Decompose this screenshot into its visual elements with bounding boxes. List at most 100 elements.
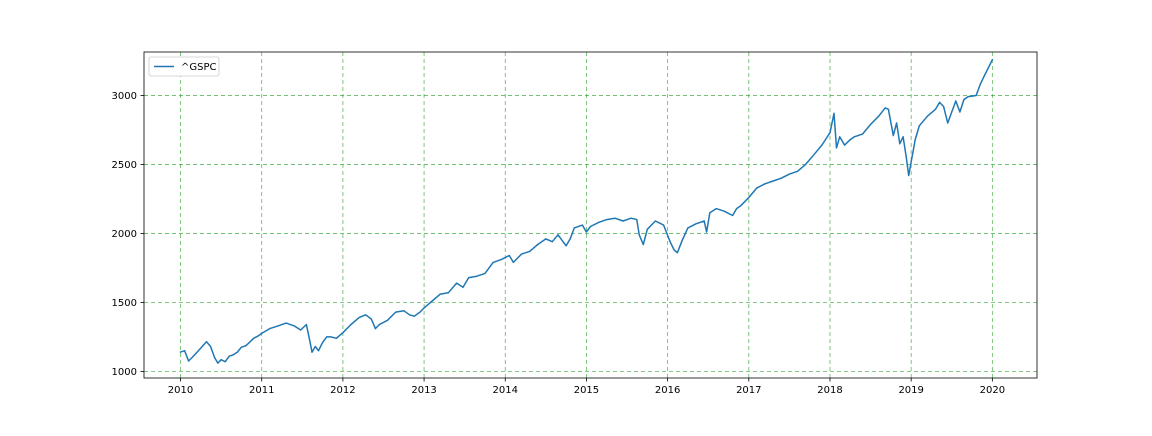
data-point — [839, 136, 841, 138]
data-point — [681, 239, 683, 241]
data-point — [335, 337, 337, 339]
data-point — [723, 210, 726, 212]
data-point — [788, 173, 791, 175]
data-point — [512, 261, 515, 263]
data-point — [403, 310, 405, 312]
data-point — [780, 177, 782, 179]
data-point — [638, 234, 640, 236]
data-point — [569, 238, 571, 240]
data-point — [462, 286, 464, 288]
data-point — [374, 328, 376, 330]
data-point — [184, 350, 186, 352]
data-point — [926, 115, 929, 117]
data-point — [476, 275, 478, 277]
data-point — [277, 325, 279, 327]
legend-box — [148, 56, 220, 77]
data-point — [322, 341, 324, 343]
data-point — [413, 315, 415, 317]
data-point — [228, 355, 230, 357]
x-tick-label: 2020 — [980, 385, 1005, 396]
data-point — [244, 345, 247, 347]
data-point — [740, 205, 742, 207]
data-point — [551, 241, 553, 243]
data-point — [395, 311, 397, 313]
y-tick-label: 1500 — [112, 298, 137, 309]
data-point — [896, 122, 898, 124]
data-point — [370, 318, 372, 320]
y-tick-label: 2500 — [112, 160, 137, 171]
data-point — [581, 224, 584, 226]
data-point — [300, 329, 302, 331]
data-point — [358, 317, 360, 319]
data-point — [833, 112, 835, 114]
data-point — [386, 319, 389, 321]
data-point — [179, 351, 182, 353]
data-point — [419, 311, 421, 313]
data-point — [914, 139, 916, 141]
data-point — [844, 144, 846, 146]
data-point — [853, 136, 855, 138]
data-point — [585, 231, 588, 233]
data-point — [456, 282, 458, 284]
data-point — [261, 332, 263, 334]
data-point — [902, 136, 904, 138]
data-point — [606, 219, 608, 221]
data-point — [305, 323, 307, 326]
data-point — [378, 323, 380, 326]
data-point — [706, 231, 708, 233]
data-point — [192, 356, 194, 358]
data-point — [703, 220, 705, 222]
data-point — [439, 293, 441, 295]
data-point — [975, 94, 977, 97]
data-point — [849, 139, 851, 141]
data-point — [317, 350, 320, 352]
data-point — [257, 335, 259, 337]
data-point — [829, 132, 831, 134]
data-point — [764, 183, 766, 185]
y-tick-label: 1000 — [112, 367, 137, 378]
x-tick-label: 2010 — [168, 385, 193, 396]
data-point — [537, 243, 539, 246]
x-tick-label: 2012 — [330, 385, 355, 396]
data-point — [654, 220, 657, 222]
data-point — [991, 59, 994, 61]
data-point — [293, 325, 295, 327]
data-point — [205, 341, 208, 343]
data-point — [709, 212, 711, 214]
data-point — [431, 300, 433, 302]
plot-frame — [143, 51, 1038, 379]
data-point — [408, 314, 411, 316]
data-point — [887, 108, 890, 110]
data-point — [687, 227, 689, 229]
data-point — [232, 354, 234, 356]
data-point — [630, 217, 632, 219]
data-point — [967, 96, 969, 98]
x-tick-label: 2015 — [574, 385, 599, 396]
data-point — [365, 314, 367, 316]
data-point — [805, 163, 807, 165]
data-point — [943, 105, 945, 108]
data-point — [188, 360, 190, 362]
x-tick-label: 2019 — [898, 385, 923, 396]
data-point — [350, 323, 352, 326]
data-point — [210, 345, 212, 348]
data-point — [285, 322, 287, 324]
series-layer — [179, 58, 994, 364]
data-point — [715, 208, 717, 210]
x-tick-label: 2014 — [493, 385, 518, 396]
x-tick-label: 2017 — [736, 385, 761, 396]
data-point — [732, 214, 734, 217]
data-point — [224, 361, 226, 363]
data-point — [598, 221, 600, 223]
data-point — [939, 101, 941, 103]
data-point — [309, 343, 311, 345]
data-point — [492, 261, 494, 263]
y-tick-label: 3000 — [112, 91, 137, 102]
data-point — [979, 83, 981, 85]
data-point — [910, 161, 912, 163]
x-axis: 2010 2011 2012 2013 2014 2015 2016 2017 2018 2019… — [168, 378, 1005, 396]
data-point — [500, 259, 502, 261]
data-point — [796, 170, 799, 172]
data-point — [813, 154, 815, 156]
data-point — [217, 362, 219, 364]
